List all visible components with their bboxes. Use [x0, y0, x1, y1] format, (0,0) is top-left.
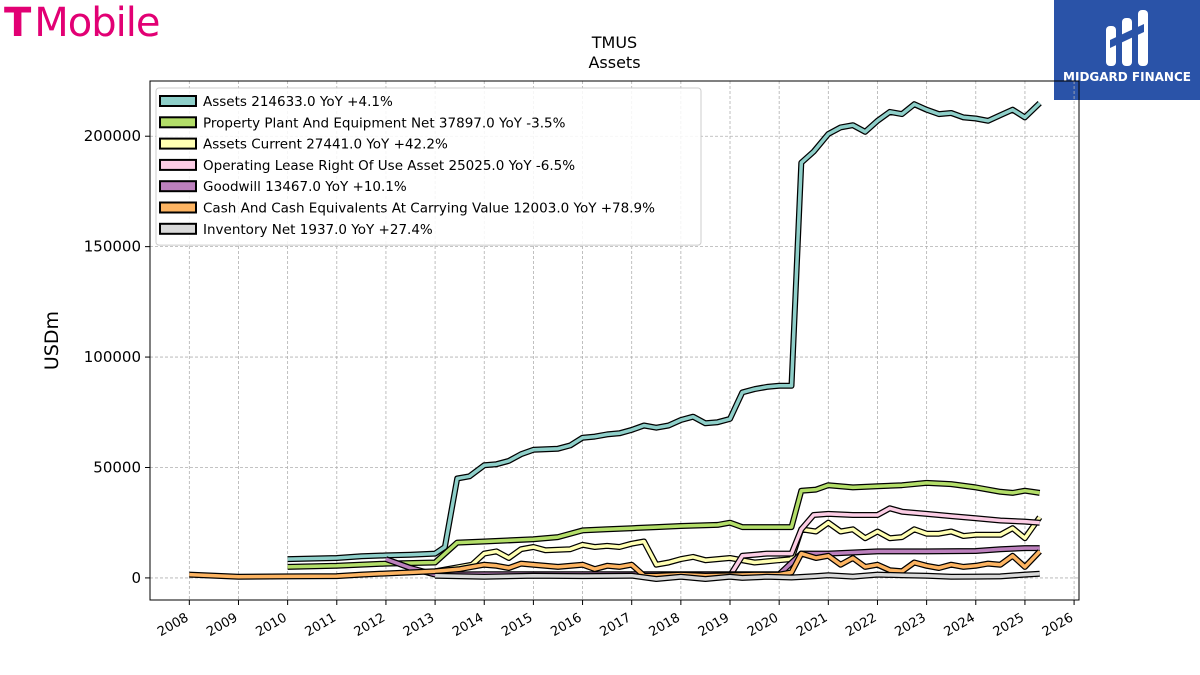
chart-series-layer [189, 100, 1043, 582]
t-mobile-logo-text: Mobile [34, 0, 160, 46]
chart-legend: Assets 214633.0 YoY +4.1% Property Plant … [155, 87, 702, 246]
midgard-m-icon [1106, 10, 1148, 66]
series-assets-current [434, 515, 1043, 575]
series-line [287, 101, 1041, 561]
legend-swatch [159, 95, 197, 107]
legend-label: Assets 214633.0 YoY +4.1% [203, 94, 393, 110]
x-tick-label: 2023 [892, 610, 928, 640]
legend-label: Property Plant And Equipment Net 37897.0… [203, 115, 566, 131]
legend-item-operating-lease-rou: Operating Lease Right Of Use Asset 25025… [159, 158, 575, 174]
series-assets [287, 100, 1042, 563]
legend-swatch [159, 116, 197, 129]
x-tick-label: 2015 [499, 610, 535, 640]
y-tick-label: 100000 [84, 348, 141, 366]
series-inventory-net [435, 570, 1040, 582]
chart-subtitle: Assets [588, 53, 640, 72]
chart-title: TMUS [591, 33, 637, 52]
x-tick-label: 2008 [155, 610, 191, 640]
series-line [728, 506, 1040, 577]
t-mobile-logo: T Mobile [4, 0, 161, 46]
x-tick-label: 2013 [401, 610, 437, 640]
series-ppe-net [287, 479, 1041, 570]
legend-swatch [159, 158, 197, 171]
legend-label: Assets Current 27441.0 YoY +42.2% [203, 137, 448, 153]
x-tick-label: 2018 [647, 610, 683, 640]
y-tick-label: 150000 [84, 238, 141, 256]
x-tick-label: 2026 [1040, 610, 1076, 640]
legend-item-assets-current: Assets Current 27441.0 YoY +42.2% [159, 137, 448, 153]
legend-label: Operating Lease Right Of Use Asset 25025… [203, 158, 575, 174]
legend-item-ppe-net: Property Plant And Equipment Net 37897.0… [159, 115, 566, 131]
legend-swatch [159, 137, 197, 150]
y-tick-label: 200000 [84, 127, 141, 145]
x-tick-label: 2014 [450, 610, 486, 640]
x-tick-label: 2024 [942, 610, 978, 640]
legend-swatch [159, 222, 197, 235]
x-tick-label: 2010 [253, 610, 289, 640]
axes-frame [149, 80, 1080, 601]
legend-label: Cash And Cash Equivalents At Carrying Va… [203, 201, 655, 217]
legend-item-cash-equivalents: Cash And Cash Equivalents At Carrying Va… [159, 201, 655, 217]
series-operating-lease-rou [727, 505, 1040, 578]
x-tick-label: 2020 [745, 610, 781, 640]
x-tick-label: 2009 [204, 610, 240, 640]
x-tick-label: 2016 [548, 610, 584, 640]
legend-item-inventory-net: Inventory Net 1937.0 YoY +27.4% [159, 222, 433, 238]
y-tick-label: 0 [131, 569, 141, 587]
legend-swatch [159, 180, 197, 193]
legend-item-assets: Assets 214633.0 YoY +4.1% [159, 94, 393, 110]
y-axis-label: USDm [41, 311, 63, 370]
x-tick-label: 2022 [843, 610, 879, 640]
series-line [434, 516, 1042, 574]
legend-label: Inventory Net 1937.0 YoY +27.4% [203, 222, 433, 238]
x-tick-label: 2011 [303, 610, 339, 640]
legend-label: Goodwill 13467.0 YoY +10.1% [203, 179, 407, 195]
legend-box [155, 87, 702, 246]
x-tick-label: 2021 [794, 610, 830, 640]
series-line [435, 571, 1040, 581]
y-tick-label: 50000 [93, 458, 141, 476]
legend-swatch [159, 201, 197, 214]
x-tick-label: 2025 [991, 610, 1027, 640]
series-line [287, 481, 1040, 569]
legend-item-goodwill: Goodwill 13467.0 YoY +10.1% [159, 179, 407, 195]
midgard-finance-name: MIDGARD FINANCE [1063, 70, 1191, 84]
x-tick-label: 2019 [696, 610, 732, 640]
x-tick-label: 2017 [598, 610, 634, 640]
t-mobile-logo-mark: T [4, 0, 31, 46]
x-tick-label: 2012 [352, 610, 388, 640]
midgard-finance-badge: MIDGARD FINANCE [1054, 0, 1200, 100]
